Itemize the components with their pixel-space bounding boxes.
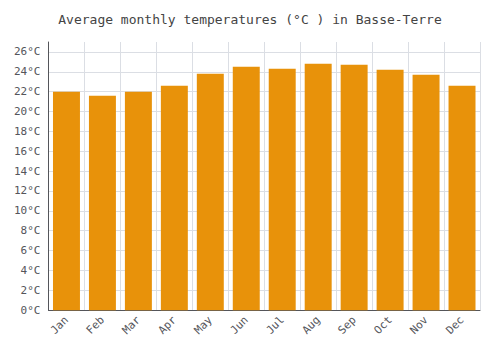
svg-text:Mar: Mar <box>120 313 143 336</box>
svg-text:Apr: Apr <box>156 313 179 336</box>
svg-text:6°C: 6°C <box>21 244 41 257</box>
svg-text:Average monthly temperatures (: Average monthly temperatures (°C ) in Ba… <box>58 12 442 27</box>
svg-text:14°C: 14°C <box>14 165 41 178</box>
svg-text:26°C: 26°C <box>14 45 41 58</box>
svg-text:Oct: Oct <box>371 314 394 337</box>
svg-text:Aug: Aug <box>300 314 323 337</box>
svg-text:24°C: 24°C <box>14 65 41 78</box>
svg-text:12°C: 12°C <box>14 184 41 197</box>
svg-text:Dec: Dec <box>443 314 466 337</box>
svg-text:18°C: 18°C <box>14 125 41 138</box>
svg-text:May: May <box>192 313 215 336</box>
svg-text:10°C: 10°C <box>14 204 41 217</box>
svg-text:2°C: 2°C <box>21 284 41 297</box>
svg-text:Sep: Sep <box>336 314 359 337</box>
svg-text:0°C: 0°C <box>21 304 41 317</box>
svg-text:22°C: 22°C <box>14 85 41 98</box>
svg-text:Jul: Jul <box>264 314 287 337</box>
svg-text:Nov: Nov <box>407 313 430 336</box>
svg-text:Jun: Jun <box>228 314 251 337</box>
svg-text:16°C: 16°C <box>14 145 41 158</box>
svg-text:20°C: 20°C <box>14 105 41 118</box>
svg-text:4°C: 4°C <box>21 264 41 277</box>
svg-text:Feb: Feb <box>84 314 107 337</box>
svg-text:8°C: 8°C <box>21 224 41 237</box>
svg-text:Jan: Jan <box>48 314 71 337</box>
